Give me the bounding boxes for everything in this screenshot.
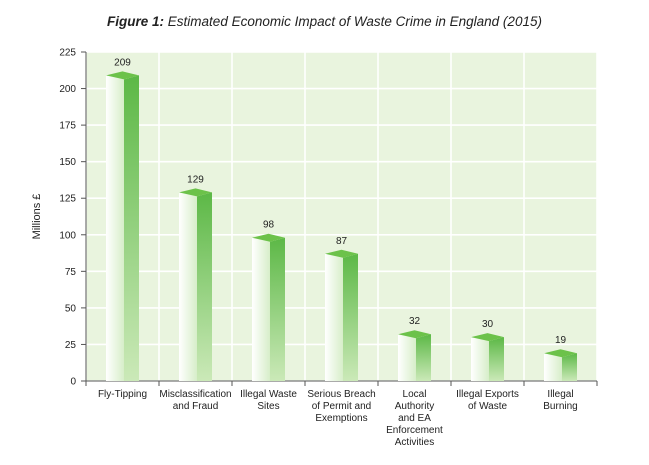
bar-value-label: 129 — [187, 174, 204, 185]
figure-title-text: Estimated Economic Impact of Waste Crime… — [167, 14, 542, 29]
bar-top-face — [179, 188, 212, 197]
bar-value-label: 209 — [114, 57, 131, 68]
x-category-label: Misclassification — [159, 389, 231, 400]
x-category-label: Illegal Waste — [240, 389, 297, 400]
x-category-label: Exemptions — [315, 413, 367, 424]
y-tick-label: 225 — [59, 48, 76, 59]
bar-top-face — [398, 330, 431, 339]
y-tick-label: 100 — [59, 230, 76, 241]
bars — [106, 71, 577, 381]
y-tick-label: 125 — [59, 194, 76, 205]
x-category-label: Authority — [395, 401, 434, 412]
figure-label: Figure 1: — [107, 14, 165, 29]
bar-5 — [471, 333, 504, 381]
x-category-label: Burning — [543, 401, 577, 412]
bar-2 — [252, 233, 285, 381]
x-category-label: of Waste — [468, 401, 508, 412]
y-tick-label: 200 — [59, 84, 76, 95]
bar-value-label: 30 — [482, 319, 494, 330]
bar-front-face — [325, 253, 343, 381]
y-tick-label: 175 — [59, 121, 76, 132]
bar-top-face — [325, 249, 358, 258]
x-category-label: Activities — [395, 437, 434, 448]
bar-side-face — [270, 237, 285, 381]
bar-top-face — [544, 349, 577, 358]
bar-6 — [544, 349, 577, 381]
bar-front-face — [179, 192, 197, 381]
y-tick-label: 0 — [70, 377, 76, 388]
x-category-label: Sites — [257, 401, 279, 412]
figure-title: Figure 1: Estimated Economic Impact of W… — [0, 14, 649, 29]
bar-3 — [325, 249, 358, 381]
bar-side-face — [124, 75, 139, 381]
x-category-label: Local — [403, 389, 427, 400]
bar-front-face — [471, 337, 489, 381]
y-tick-label: 25 — [65, 340, 77, 351]
bar-top-face — [252, 233, 285, 242]
bar-top-face — [106, 71, 139, 80]
bar-top-face — [471, 333, 504, 342]
bar-front-face — [398, 334, 416, 381]
bar-value-label: 98 — [263, 220, 275, 231]
bar-front-face — [252, 237, 270, 381]
bar-4 — [398, 330, 431, 381]
bar-value-label: 19 — [555, 335, 567, 346]
x-category-label: Illegal Exports — [456, 389, 519, 400]
y-tick-label: 150 — [59, 157, 76, 168]
x-category-label: and EA — [398, 413, 431, 424]
bar-side-face — [489, 337, 504, 381]
bar-side-face — [562, 353, 577, 381]
bar-value-label: 87 — [336, 236, 348, 247]
x-category-label: and Fraud — [173, 401, 219, 412]
x-category-label: Serious Breach — [307, 389, 375, 400]
x-category-label: of Permit and — [312, 401, 371, 412]
y-tick-label: 75 — [65, 267, 77, 278]
bar-front-face — [106, 75, 124, 381]
y-tick-label: 50 — [65, 303, 77, 314]
x-category-label: Enforcement — [386, 425, 443, 436]
bar-0 — [106, 71, 139, 381]
y-axis-label: Millions £ — [31, 194, 43, 240]
gridlines — [85, 51, 598, 382]
bar-side-face — [343, 253, 358, 381]
bar-value-label: 32 — [409, 316, 421, 327]
x-category-label: Illegal — [547, 389, 573, 400]
bar-1 — [179, 188, 212, 381]
x-category-label: Fly-Tipping — [98, 389, 147, 400]
bar-front-face — [544, 353, 562, 381]
bar-side-face — [197, 192, 212, 381]
bar-side-face — [416, 334, 431, 381]
